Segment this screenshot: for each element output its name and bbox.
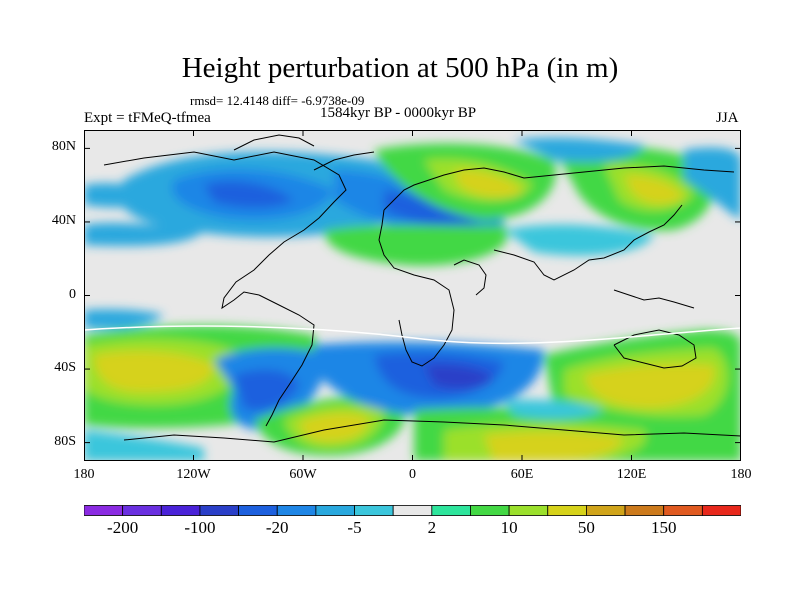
- height-field-contours: [84, 137, 741, 461]
- colorbar-box-13: [586, 505, 626, 516]
- lat-label-2: 0: [69, 286, 76, 302]
- colorbar-box-2: [160, 505, 201, 516]
- map-title: Height perturbation at 500 hPa (in m): [181, 52, 619, 84]
- lat-label-1: 40N: [51, 212, 76, 228]
- colorbar-box-8: [392, 505, 433, 516]
- lon-label-1: 120W: [176, 467, 211, 482]
- coastlines: [103, 134, 741, 443]
- colorbar-box-1: [122, 505, 162, 516]
- colorbar-label-2: -20: [265, 518, 289, 537]
- colorbar-box-5: [276, 505, 317, 516]
- lon-label-4: 60E: [510, 467, 534, 482]
- lat-label-4: 80S: [54, 433, 76, 449]
- colorbar-box-0: [84, 505, 124, 516]
- colorbar-label-5: 10: [500, 518, 518, 537]
- axis-ticks: [84, 130, 741, 461]
- colorbar-box-15: [663, 505, 703, 516]
- lon-label-6: 180: [730, 467, 752, 482]
- colorbar-box-11: [508, 505, 549, 516]
- colorbar-box-6: [315, 505, 355, 516]
- colorbar-label-6: 50: [577, 518, 595, 537]
- colorbar-label-3: -5: [347, 518, 362, 537]
- colorbar-label-0: -200: [107, 518, 139, 537]
- colorbar-label-1: -100: [184, 518, 216, 537]
- colorbar-box-14: [624, 505, 665, 516]
- colorbar-box-3: [199, 505, 239, 516]
- lon-label-2: 60W: [289, 467, 317, 482]
- colorbar-box-16: [701, 505, 741, 516]
- season-label: JJA: [716, 110, 739, 126]
- lon-label-0: 180: [73, 467, 95, 482]
- colorbar-box-9: [431, 505, 471, 516]
- colorbar-label-4: 2: [427, 518, 437, 537]
- lat-label-0: 80N: [51, 139, 76, 155]
- lon-label-5: 120E: [616, 467, 647, 482]
- colorbar-box-4: [238, 505, 278, 516]
- stats-text: rmsd= 12.4148 diff= -6.9738e-09: [190, 93, 365, 108]
- colorbar: [84, 505, 741, 516]
- colorbar-label-7: 150: [650, 518, 677, 537]
- colorbar-box-10: [470, 505, 510, 516]
- lon-label-3: 0: [409, 467, 416, 482]
- zero-contour: [84, 325, 741, 345]
- period-label: 1584kyr BP - 0000kyr BP: [320, 105, 477, 121]
- map-plot: [84, 130, 741, 461]
- colorbar-box-7: [354, 505, 394, 516]
- colorbar-box-12: [547, 505, 587, 516]
- experiment-label: Expt = tFMeQ-tfmea: [84, 110, 211, 126]
- lat-label-3: 40S: [54, 360, 76, 376]
